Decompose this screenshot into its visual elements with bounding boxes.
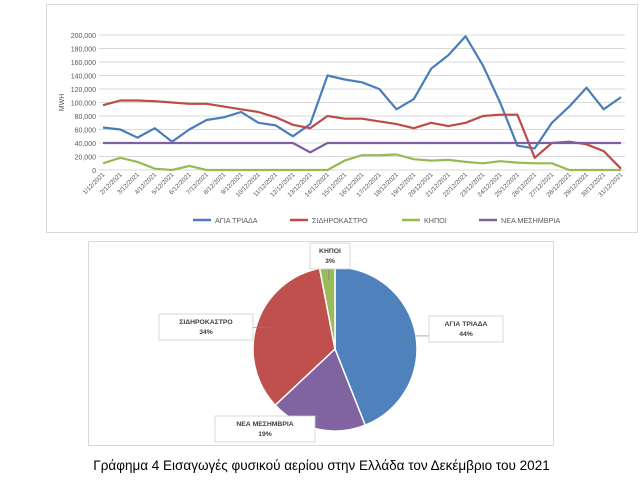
pie-slice <box>334 266 418 427</box>
y-tick-label: 100,000 <box>71 101 96 108</box>
y-tick-label: 160,000 <box>71 60 96 67</box>
y-tick-label: 80,000 <box>75 114 97 121</box>
line-chart: 0 20,000 40,000 60,000 80,000 100,000 120,000 1… <box>59 33 625 225</box>
slice-percent-label: 44% <box>459 331 473 338</box>
y-tick-label: 20,000 <box>75 155 97 162</box>
slice-label-box <box>428 315 504 343</box>
series-line <box>102 35 622 150</box>
slice-percent-label: 19% <box>258 431 272 438</box>
y-tick-label: 40,000 <box>75 141 97 148</box>
y-tick-label: 60,000 <box>75 128 97 135</box>
y-tick-label: 0 <box>92 168 96 175</box>
pie-chart: ΑΓΙΑ ΤΡΙΑΔΑ 44% ΝΕΑ ΜΕΣΗΜΒΡΙΑ 19% ΣΙΔΗΡΟΚΑΣΤ… <box>158 242 504 443</box>
slice-label-box <box>214 415 316 443</box>
slice-percent-label: 3% <box>325 258 335 265</box>
series-line <box>103 141 621 154</box>
pie-chart-panel: ΑΓΙΑ ΤΡΙΑΔΑ 44% ΝΕΑ ΜΕΣΗΜΒΡΙΑ 19% ΣΙΔΗΡΟΚΑΣΤ… <box>88 241 554 446</box>
legend-label: ΣΙΔΗΡΟΚΑΣΤΡΟ <box>312 216 368 225</box>
legend-label: ΑΓΙΑ ΤΡΙΑΔΑ <box>215 216 258 225</box>
pie-slice <box>274 347 367 432</box>
y-tick-label: 180,000 <box>71 47 96 54</box>
slice-name-label: ΣΙΔΗΡΟΚΑΣΤΡΟ <box>179 319 232 326</box>
series-line <box>102 99 622 170</box>
y-tick-label: 140,000 <box>71 74 96 81</box>
pie-slice <box>252 267 336 407</box>
line-chart-panel: 0 20,000 40,000 60,000 80,000 100,000 120,000 1… <box>46 4 638 233</box>
series-line <box>102 153 621 172</box>
slice-name-label: ΚΗΠΟΙ <box>319 248 341 255</box>
slice-name-label: ΝΕΑ ΜΕΣΗΜΒΡΙΑ <box>236 421 293 428</box>
y-axis-label: MWH <box>59 94 66 112</box>
y-tick-label: 200,000 <box>71 33 96 40</box>
slice-percent-label: 34% <box>199 329 213 336</box>
slice-name-label: ΑΓΙΑ ΤΡΙΑΔΑ <box>445 321 488 328</box>
legend-label: ΝΕΑ ΜΕΣΗΜΒΡΙΑ <box>501 216 560 225</box>
slice-label-box <box>158 313 254 341</box>
slice-label-box <box>309 242 351 270</box>
figure-caption: Γράφημα 4 Εισαγωγές φυσικού αερίου στην … <box>93 458 550 473</box>
y-tick-label: 120,000 <box>71 87 96 94</box>
legend-label: ΚΗΠΟΙ <box>424 216 447 225</box>
